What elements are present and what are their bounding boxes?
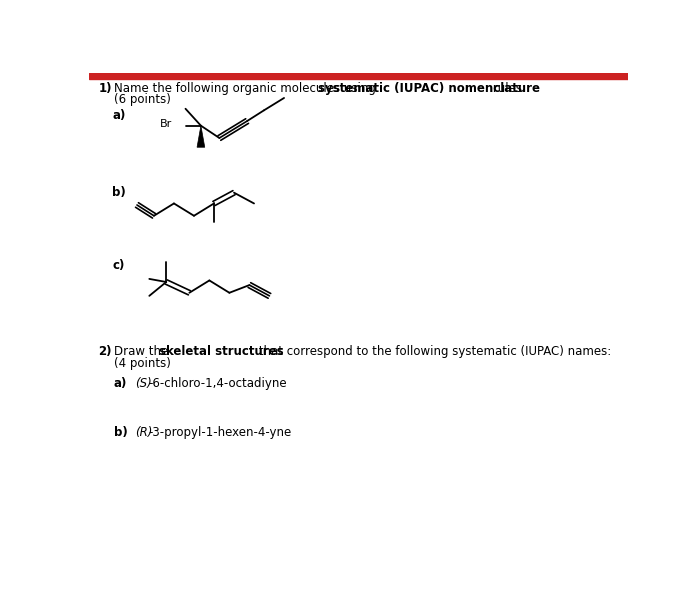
Text: a): a)	[114, 378, 127, 390]
Text: 2): 2)	[99, 345, 112, 358]
Text: Name the following organic molecules using: Name the following organic molecules usi…	[114, 82, 379, 95]
Text: Draw the: Draw the	[114, 345, 172, 358]
Text: systematic (IUPAC) nomenclature: systematic (IUPAC) nomenclature	[318, 82, 540, 95]
Text: (6 points): (6 points)	[114, 93, 171, 106]
Text: b): b)	[114, 426, 127, 439]
Text: c): c)	[112, 259, 125, 272]
Text: rules:: rules:	[489, 82, 526, 95]
Text: (4 points): (4 points)	[114, 357, 171, 370]
Text: that correspond to the following systematic (IUPAC) names:: that correspond to the following systema…	[255, 345, 611, 358]
Text: a): a)	[112, 109, 126, 122]
Text: (R): (R)	[135, 426, 153, 439]
Text: Br: Br	[160, 119, 172, 129]
Text: b): b)	[112, 186, 126, 199]
Text: skeletal structures: skeletal structures	[158, 345, 284, 358]
Bar	[90, 73, 629, 79]
Text: -3-propyl-1-hexen-4-yne: -3-propyl-1-hexen-4-yne	[149, 426, 292, 439]
Text: -6-chloro-1,4-octadiyne: -6-chloro-1,4-octadiyne	[148, 378, 287, 390]
Polygon shape	[197, 126, 204, 147]
Text: 1): 1)	[99, 82, 112, 95]
Text: (S): (S)	[135, 378, 152, 390]
